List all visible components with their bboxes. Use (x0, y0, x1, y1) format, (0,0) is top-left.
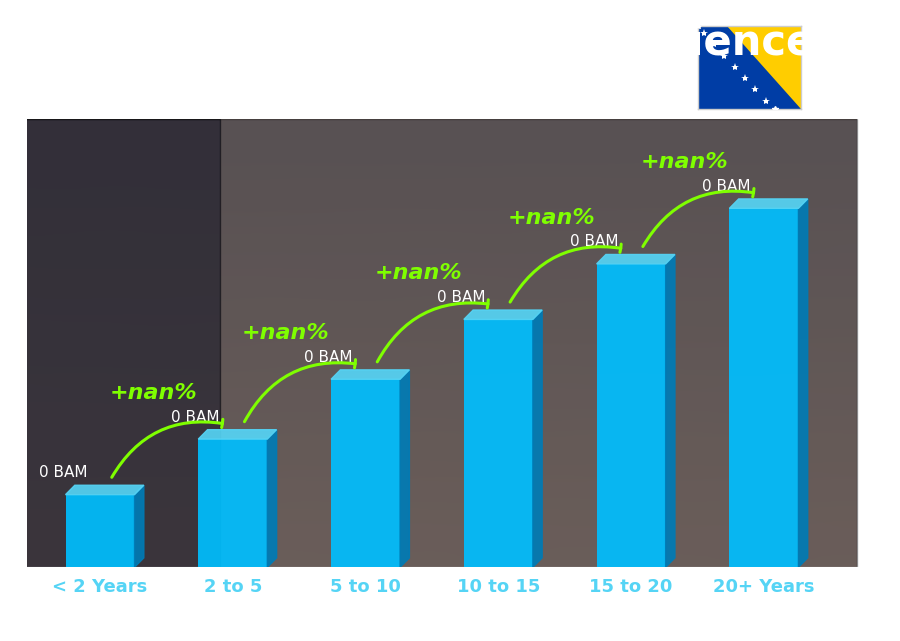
Text: 0 BAM: 0 BAM (304, 350, 353, 365)
Text: 0 BAM: 0 BAM (39, 465, 87, 480)
Bar (729, 208, 798, 567)
Bar (198, 439, 267, 567)
Text: salary: salary (393, 612, 450, 629)
Text: Media Relations Representative: Media Relations Representative (27, 74, 445, 100)
Text: +nan%: +nan% (375, 263, 463, 283)
Polygon shape (798, 199, 807, 567)
Text: explorer.com: explorer.com (450, 612, 558, 629)
Text: +nan%: +nan% (242, 323, 329, 343)
Text: Average Monthly Salary: Average Monthly Salary (869, 305, 880, 438)
Polygon shape (464, 310, 542, 319)
FancyBboxPatch shape (21, 119, 857, 567)
Bar (66, 495, 134, 567)
Text: 0 BAM: 0 BAM (703, 179, 751, 194)
Bar (597, 264, 666, 567)
Polygon shape (267, 429, 276, 567)
Text: 0 BAM: 0 BAM (171, 410, 220, 424)
Polygon shape (66, 485, 144, 495)
Text: 0 BAM: 0 BAM (570, 235, 618, 249)
Text: +nan%: +nan% (109, 383, 197, 403)
Polygon shape (729, 199, 807, 208)
Polygon shape (134, 485, 144, 567)
Polygon shape (666, 254, 675, 567)
Text: +nan%: +nan% (508, 208, 595, 228)
Text: 0 BAM: 0 BAM (436, 290, 485, 305)
Bar (331, 379, 400, 567)
Polygon shape (533, 310, 542, 567)
Polygon shape (597, 254, 675, 264)
Bar (464, 319, 533, 567)
Polygon shape (198, 429, 276, 439)
Polygon shape (331, 370, 410, 379)
Polygon shape (400, 370, 410, 567)
Polygon shape (727, 26, 801, 109)
Text: +nan%: +nan% (641, 152, 728, 172)
Text: Salary Comparison By Experience: Salary Comparison By Experience (27, 22, 814, 65)
FancyBboxPatch shape (21, 119, 220, 567)
